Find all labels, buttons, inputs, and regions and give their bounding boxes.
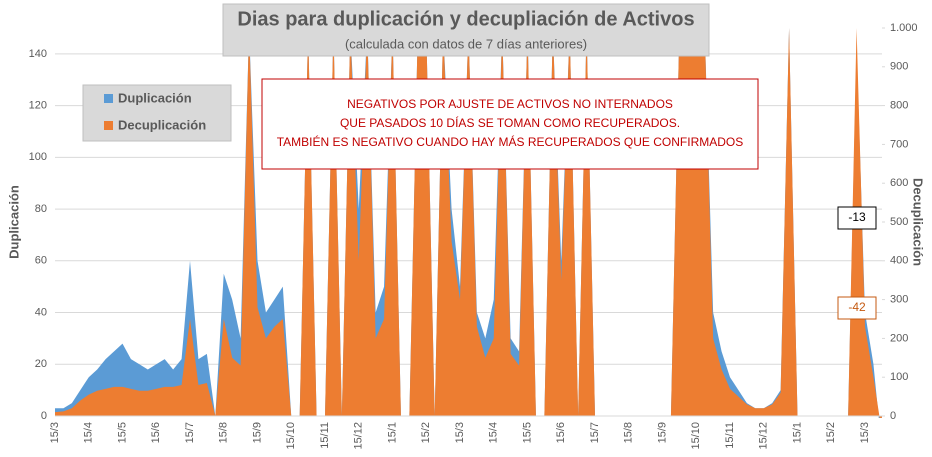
x-tick-label: 15/5 — [116, 422, 128, 443]
annotation-line: TAMBIÉN ES NEGATIVO CUANDO HAY MÁS RECUP… — [277, 134, 744, 149]
legend-items: Duplicación Decuplicación — [104, 90, 206, 132]
x-tick-label: 15/10 — [285, 422, 297, 450]
x-tick-label: 15/1 — [791, 422, 803, 443]
axes: 0 20 40 60 80 100 120 140 0 100 200 300 400 500 600 700… — [29, 22, 918, 450]
y-tick-label: 100 — [29, 151, 47, 163]
x-tick-label: 15/12 — [353, 422, 365, 450]
y2-axis-title: Decuplicación — [911, 178, 926, 266]
chart-title: Dias para duplicación y decupliación de … — [237, 8, 694, 30]
x-tick-label: 15/8 — [218, 422, 230, 443]
data-label-box — [837, 206, 877, 230]
legend-label: Decuplicación — [118, 117, 206, 132]
x-tick-label: 15/5 — [521, 422, 533, 443]
annotation-line: QUE PASADOS 10 DÍAS SE TOMAN COMO RECUPE… — [340, 115, 680, 130]
legend-label: Duplicación — [118, 90, 192, 105]
x-tick-label: 15/4 — [488, 422, 500, 443]
y-tick-label: 40 — [35, 306, 47, 318]
y2-tick-label: 400 — [890, 255, 908, 267]
annotation-box — [261, 78, 759, 170]
title-box — [222, 3, 710, 57]
y2-tick-label: 0 — [890, 410, 896, 422]
annotation-line: NEGATIVOS POR AJUSTE DE ACTIVOS NO INTER… — [347, 97, 673, 111]
area — [55, 28, 882, 418]
y-axis-title: Duplicación — [6, 185, 21, 259]
x-tick-label: 15/6 — [150, 422, 162, 443]
y-tick-label: 140 — [29, 48, 47, 60]
y-tick-label: 0 — [41, 410, 47, 422]
plot-area — [55, 28, 882, 418]
y2-tick-label: 700 — [890, 138, 908, 150]
x-tick-label: 15/1 — [386, 422, 398, 443]
x-tick-label: 15/9 — [656, 422, 668, 443]
y2-tick-label: 900 — [890, 61, 908, 73]
y-tick-label: 20 — [35, 358, 47, 370]
x-tick-label: 15/3 — [859, 422, 871, 443]
data-label-box — [837, 296, 877, 320]
legend-swatch — [104, 121, 113, 130]
data-label: -13 — [848, 210, 866, 224]
x-tick-label: 15/2 — [420, 422, 432, 443]
x-tick-label: 15/3 — [454, 422, 466, 443]
x-tick-label: 15/8 — [623, 422, 635, 443]
y2-tick-label: 500 — [890, 216, 908, 228]
y2-tick-label: 100 — [890, 371, 908, 383]
x-tick-label: 15/4 — [83, 422, 95, 443]
chart-subtitle: (calculada con datos de 7 días anteriore… — [345, 36, 587, 51]
x-tick-label: 15/6 — [555, 422, 567, 443]
y2-tick-label: 600 — [890, 177, 908, 189]
y2-tick-label: 300 — [890, 294, 908, 306]
data-label: -42 — [848, 300, 866, 314]
x-tick-label: 15/12 — [758, 422, 770, 450]
x-tick-label: 15/11 — [319, 422, 331, 449]
legend — [82, 84, 232, 142]
x-tick-label: 15/7 — [184, 422, 196, 443]
y2-tick-label: 200 — [890, 332, 908, 344]
x-tick-label: 15/11 — [724, 422, 736, 449]
x-tick-label: 15/9 — [251, 422, 263, 443]
y-tick-label: 60 — [35, 255, 47, 267]
y2-tick-label: 800 — [890, 100, 908, 112]
legend-swatch — [104, 94, 113, 103]
y2-tick-label: 1.000 — [890, 22, 918, 34]
annotation: NEGATIVOS POR AJUSTE DE ACTIVOS NO INTER… — [277, 97, 744, 149]
x-tick-label: 15/2 — [825, 422, 837, 443]
x-tick-label: 15/10 — [690, 422, 702, 450]
y-tick-label: 80 — [35, 203, 47, 215]
x-tick-label: 15/3 — [49, 422, 61, 443]
y-tick-label: 120 — [29, 100, 47, 112]
x-tick-label: 15/7 — [589, 422, 601, 443]
